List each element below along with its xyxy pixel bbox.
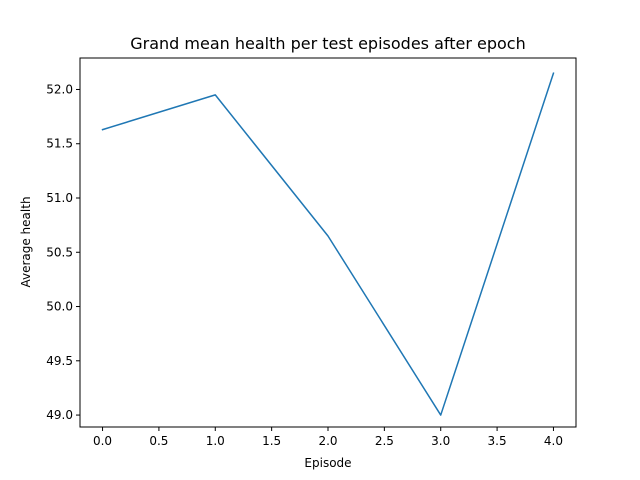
x-tick-label: 3.5 (488, 434, 507, 448)
x-tick-label: 0.5 (149, 434, 168, 448)
x-tick-label: 4.0 (544, 434, 563, 448)
y-tick-label: 49.0 (46, 408, 73, 422)
y-tick-label: 50.0 (46, 300, 73, 314)
x-tick-label: 2.0 (318, 434, 337, 448)
y-tick-label: 52.0 (46, 82, 73, 96)
x-tick-label: 0.0 (93, 434, 112, 448)
y-axis-label: Average health (19, 196, 33, 287)
x-axis: 0.0 0.5 1.0 1.5 2.0 2.5 3.0 3.5 4.0 (93, 427, 563, 448)
y-tick-label: 50.5 (46, 245, 73, 259)
x-axis-label: Episode (304, 456, 351, 470)
y-tick-label: 51.5 (46, 137, 73, 151)
y-tick-label: 51.0 (46, 191, 73, 205)
series-layer (101, 72, 555, 416)
x-tick-label: 3.0 (431, 434, 450, 448)
x-tick-label: 1.5 (262, 434, 281, 448)
x-tick-label: 2.5 (375, 434, 394, 448)
chart-title: Grand mean health per test episodes afte… (130, 34, 526, 53)
x-tick-label: 1.0 (206, 434, 225, 448)
y-axis: 49.0 49.5 50.0 50.5 51.0 51.5 52.0 (46, 82, 80, 422)
y-tick-label: 49.5 (46, 354, 73, 368)
series-line-0 (101, 72, 555, 416)
